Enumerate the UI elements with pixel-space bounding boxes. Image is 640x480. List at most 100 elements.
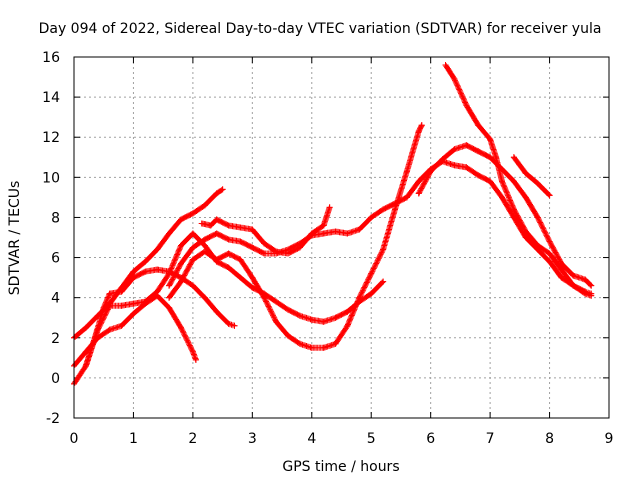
data-point (427, 168, 434, 175)
data-point (296, 340, 303, 347)
data-point (344, 308, 351, 315)
data-point (522, 234, 529, 241)
data-point (142, 268, 149, 275)
data-series (71, 62, 595, 387)
data-point (166, 282, 173, 289)
data-point (219, 186, 226, 193)
data-point (189, 244, 196, 251)
data-point (296, 240, 303, 247)
data-point (249, 226, 256, 233)
data-point (588, 290, 595, 297)
data-point (130, 268, 137, 275)
data-point (189, 210, 196, 217)
data-point (451, 146, 458, 153)
series-arc-8 (415, 142, 595, 289)
data-point (442, 62, 449, 69)
series-arc-5 (166, 122, 425, 351)
data-point (332, 228, 339, 235)
data-point (546, 192, 553, 199)
series-arc-9 (442, 62, 595, 297)
data-point (154, 266, 161, 273)
data-point (546, 250, 553, 257)
data-point (510, 178, 517, 185)
series-trace (82, 230, 387, 369)
y-tick-label: 12 (42, 130, 60, 146)
data-point (237, 274, 244, 281)
data-point (189, 256, 196, 263)
grid-lines (74, 57, 609, 418)
y-tick-label: 0 (51, 371, 60, 387)
data-point (166, 304, 173, 311)
data-point (296, 312, 303, 319)
data-point (510, 206, 517, 213)
data-point (237, 224, 244, 231)
y-tick-label: 2 (51, 331, 60, 347)
data-point (82, 362, 89, 369)
data-point (308, 344, 315, 351)
data-point (237, 238, 244, 245)
series-arc-2 (71, 266, 238, 387)
data-point (178, 278, 184, 285)
data-point (273, 298, 280, 305)
series-trace (510, 154, 553, 199)
data-point (249, 244, 256, 251)
data-point (82, 324, 89, 331)
data-point (106, 290, 113, 297)
data-point (320, 222, 327, 229)
x-tick-label: 6 (426, 431, 435, 447)
x-tick-label: 4 (307, 431, 316, 447)
data-point (380, 246, 387, 253)
data-point (344, 230, 351, 237)
data-point (582, 288, 589, 295)
data-point (582, 276, 589, 283)
data-point (127, 272, 134, 279)
data-point (213, 230, 220, 237)
data-point (207, 222, 214, 229)
data-point (189, 230, 196, 237)
data-point (130, 310, 137, 317)
x-tick-label: 9 (605, 431, 614, 447)
x-tick-label: 2 (188, 431, 197, 447)
data-point (273, 318, 280, 325)
data-point (285, 332, 291, 339)
data-point (225, 222, 232, 229)
data-point (225, 236, 232, 243)
data-point (213, 308, 220, 315)
data-point (249, 274, 256, 281)
data-point (225, 320, 232, 327)
y-tick-label: 4 (51, 291, 60, 307)
y-axis-label: SDTVAR / TECUs (7, 181, 23, 296)
series-arc-1 (71, 292, 199, 369)
data-point (487, 136, 494, 143)
y-tick-label: 16 (42, 50, 60, 66)
data-point (368, 214, 375, 221)
series-arc-6 (198, 204, 333, 257)
data-point (540, 186, 547, 193)
series-arc-3 (71, 186, 226, 341)
data-point (189, 282, 196, 289)
data-point (154, 288, 161, 295)
data-point (249, 284, 256, 291)
data-point (201, 202, 208, 209)
data-point (213, 256, 220, 263)
data-point (320, 230, 327, 237)
data-point (118, 322, 125, 329)
x-tick-label: 7 (486, 431, 495, 447)
data-point (178, 216, 184, 223)
data-point (418, 122, 425, 129)
data-point (320, 318, 327, 325)
data-point (368, 290, 375, 297)
data-point (201, 236, 208, 243)
data-point (534, 180, 541, 187)
y-tick-label: -2 (46, 411, 60, 427)
y-tick-label: 8 (51, 210, 60, 226)
plot-frame (73, 56, 610, 419)
data-point (380, 206, 387, 213)
data-point (415, 190, 422, 197)
data-point (510, 154, 517, 161)
data-point (588, 282, 595, 289)
data-point (558, 274, 565, 281)
y-tick-label: 6 (51, 251, 60, 267)
data-point (166, 270, 173, 277)
data-point (285, 306, 291, 313)
